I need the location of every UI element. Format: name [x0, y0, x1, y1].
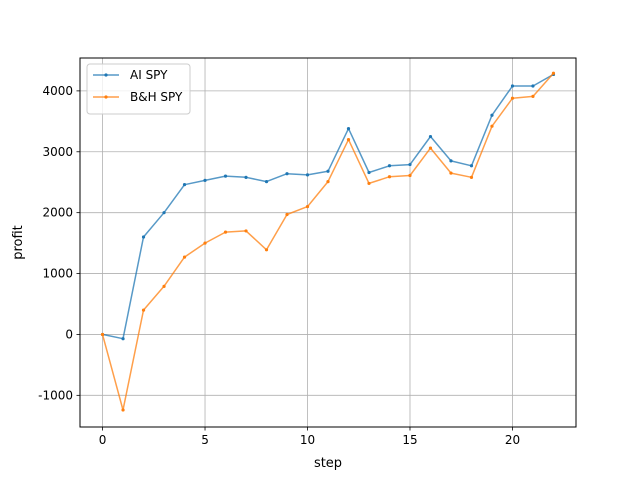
- data-point: [162, 211, 166, 215]
- legend-label: B&H SPY: [130, 90, 183, 104]
- data-point: [490, 113, 494, 117]
- data-point: [326, 169, 330, 173]
- data-point: [162, 284, 166, 288]
- data-point: [121, 408, 125, 412]
- y-tick-label: 0: [65, 327, 73, 341]
- data-point: [264, 248, 269, 252]
- data-point: [387, 175, 392, 179]
- data-point: [510, 96, 515, 100]
- data-point: [305, 173, 310, 177]
- y-tick-label: -1000: [38, 388, 73, 402]
- data-point: [428, 146, 433, 150]
- x-tick-label: 10: [300, 433, 315, 447]
- legend-marker: [104, 73, 108, 77]
- data-point: [531, 94, 535, 98]
- data-point: [367, 181, 371, 186]
- axis-ticks: 0 5 10 15 20 -1000 0 1000 2000 3000 4000: [38, 84, 520, 447]
- y-tick-label: 3000: [42, 145, 73, 159]
- data-point: [428, 134, 433, 139]
- data-point: [305, 204, 310, 209]
- data-point: [141, 235, 146, 239]
- data-point: [285, 212, 289, 217]
- data-point: [182, 183, 187, 187]
- legend-box: [86, 63, 191, 115]
- data-point: [223, 230, 228, 234]
- data-point: [244, 175, 248, 179]
- data-point: [449, 159, 453, 163]
- data-point: [285, 172, 289, 176]
- data-point: [367, 170, 371, 175]
- x-tick-label: 0: [99, 433, 107, 447]
- y-axis-label: profit: [11, 225, 26, 260]
- x-axis-label: step: [314, 456, 342, 471]
- data-point: [121, 337, 125, 341]
- data-point: [203, 241, 207, 245]
- data-point: [346, 127, 351, 131]
- series-lines: [100, 71, 556, 412]
- data-point: [264, 180, 269, 184]
- data-point: [490, 124, 494, 128]
- data-point: [223, 174, 228, 178]
- data-point: [387, 164, 392, 168]
- x-tick-label: 20: [505, 433, 520, 447]
- data-point: [510, 84, 515, 88]
- data-point: [408, 162, 412, 167]
- data-point: [141, 308, 146, 312]
- data-point: [326, 180, 330, 184]
- data-point: [244, 229, 248, 233]
- legend: AI SPY B&H SPY: [86, 63, 191, 115]
- y-tick-label: 4000: [42, 84, 73, 98]
- legend-label: AI SPY: [130, 68, 168, 82]
- data-point: [531, 84, 535, 88]
- data-point: [551, 71, 556, 75]
- data-point: [182, 255, 187, 259]
- data-point: [346, 137, 351, 142]
- x-tick-label: 15: [402, 433, 417, 447]
- y-tick-label: 2000: [42, 206, 73, 220]
- data-point: [203, 178, 207, 182]
- data-point: [408, 173, 412, 178]
- plot-frame: [79, 57, 577, 428]
- legend-marker: [104, 95, 108, 99]
- data-point: [469, 175, 474, 179]
- y-tick-label: 1000: [42, 267, 73, 281]
- data-point: [100, 332, 105, 337]
- data-point: [469, 164, 474, 168]
- data-point: [449, 171, 453, 175]
- x-tick-label: 5: [201, 433, 209, 447]
